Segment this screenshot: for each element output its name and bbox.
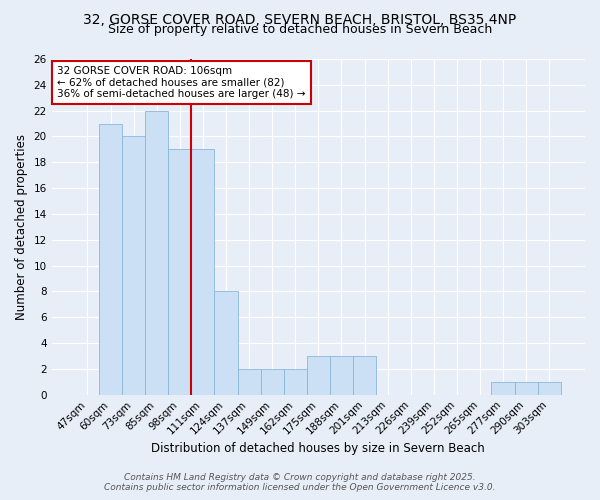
Bar xyxy=(330,356,353,395)
Text: Contains HM Land Registry data © Crown copyright and database right 2025.
Contai: Contains HM Land Registry data © Crown c… xyxy=(104,473,496,492)
Bar xyxy=(214,292,238,395)
Bar xyxy=(238,369,260,394)
Bar xyxy=(122,136,145,394)
Bar xyxy=(191,150,214,394)
Bar xyxy=(515,382,538,394)
Bar xyxy=(168,150,191,394)
Bar xyxy=(145,110,168,395)
Text: 32, GORSE COVER ROAD, SEVERN BEACH, BRISTOL, BS35 4NP: 32, GORSE COVER ROAD, SEVERN BEACH, BRIS… xyxy=(83,12,517,26)
Bar xyxy=(307,356,330,395)
Bar xyxy=(353,356,376,395)
X-axis label: Distribution of detached houses by size in Severn Beach: Distribution of detached houses by size … xyxy=(151,442,485,455)
Bar xyxy=(284,369,307,394)
Bar xyxy=(538,382,561,394)
Bar xyxy=(99,124,122,394)
Text: Size of property relative to detached houses in Severn Beach: Size of property relative to detached ho… xyxy=(108,22,492,36)
Bar xyxy=(491,382,515,394)
Text: 32 GORSE COVER ROAD: 106sqm
← 62% of detached houses are smaller (82)
36% of sem: 32 GORSE COVER ROAD: 106sqm ← 62% of det… xyxy=(57,66,305,99)
Bar xyxy=(260,369,284,394)
Y-axis label: Number of detached properties: Number of detached properties xyxy=(15,134,28,320)
